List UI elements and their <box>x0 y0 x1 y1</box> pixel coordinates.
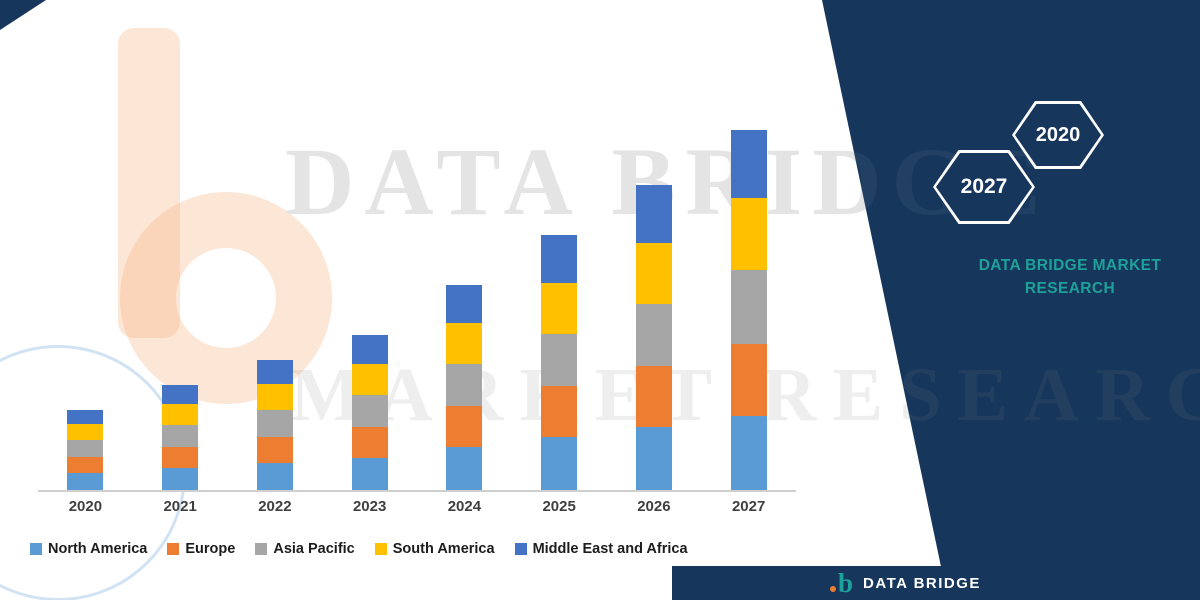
chart-legend: North America Europe Asia Pacific South Ame… <box>30 541 688 557</box>
dbmr-logo-icon: b <box>830 570 853 597</box>
legend-item-asia-pacific: Asia Pacific <box>255 541 355 557</box>
bar-segment-2023-north-america <box>351 458 388 490</box>
bar-segment-2024-europe <box>446 406 483 447</box>
bar-segment-2025-north-america <box>541 437 578 490</box>
bar-segment-2023-asia-pacific <box>351 395 388 427</box>
logo-orange-dot-icon <box>830 586 836 592</box>
x-axis-label-2024: 2024 <box>447 498 482 515</box>
bar-segment-2022-europe <box>256 437 293 463</box>
x-axis-label-2021: 2021 <box>163 498 197 515</box>
x-axis-labels: 2020 2021 2022 2023 2024 2025 2026 2027 <box>38 498 796 515</box>
bar-segment-2026-asia-pacific <box>635 304 672 366</box>
legend-swatch-icon <box>374 543 387 555</box>
legend-item-south-america: South America <box>374 541 495 557</box>
bar-segment-2024-middle-east-and-africa <box>446 285 483 323</box>
bar-segment-2027-south-america <box>730 198 767 270</box>
bar-segment-2021-asia-pacific <box>162 425 199 447</box>
x-axis-label-2022: 2022 <box>258 498 292 515</box>
bar-segment-2021-north-america <box>162 468 199 490</box>
hexagon-year-2027-label: 2027 <box>960 175 1008 198</box>
side-panel-title-line2: RESEARCH <box>1024 280 1116 298</box>
bar-segment-2025-middle-east-and-africa <box>541 235 578 283</box>
footer-logo-lockup: b DATA BRIDGE <box>830 570 981 597</box>
legend-swatch-icon <box>30 543 42 555</box>
bar-2020 <box>67 410 104 490</box>
x-axis-label-2020: 2020 <box>68 498 103 515</box>
hexagon-year-2020-label: 2020 <box>1035 123 1081 146</box>
x-axis-label-2025: 2025 <box>542 498 576 515</box>
legend-label: South America <box>392 541 495 557</box>
bar-segment-2022-middle-east-and-africa <box>256 360 293 384</box>
bar-segment-2022-asia-pacific <box>256 410 293 437</box>
bar-segment-2026-middle-east-and-africa <box>635 185 672 243</box>
bar-2027 <box>730 130 767 490</box>
x-axis-label-2023: 2023 <box>352 498 387 515</box>
bar-segment-2026-north-america <box>635 427 672 490</box>
bar-segment-2026-europe <box>635 366 672 427</box>
stacked-bar-chart <box>38 118 796 492</box>
bar-segment-2025-europe <box>541 386 578 437</box>
bar-segment-2020-europe <box>67 457 104 473</box>
legend-swatch-icon <box>255 543 268 555</box>
x-axis-label-2027: 2027 <box>731 498 766 515</box>
bar-segment-2025-south-america <box>541 283 578 334</box>
bar-segment-2024-north-america <box>446 447 483 490</box>
bar-segment-2020-north-america <box>67 473 104 490</box>
corner-triangle-decoration <box>0 0 46 30</box>
side-panel-title-line1: DATA BRIDGE MARKET <box>978 257 1162 274</box>
bar-segment-2027-middle-east-and-africa <box>730 130 767 198</box>
legend-item-europe: Europe <box>167 541 235 557</box>
legend-swatch-icon <box>514 543 527 555</box>
legend-item-north-america: North America <box>30 541 147 557</box>
bar-segment-2023-middle-east-and-africa <box>351 335 388 364</box>
side-panel-title: DATA BRIDGE MARKET RESEARCH <box>950 254 1190 301</box>
footer-brand-name: DATA BRIDGE <box>863 574 981 592</box>
bar-2025 <box>541 235 578 490</box>
bar-2026 <box>635 185 672 490</box>
bar-segment-2024-asia-pacific <box>446 364 483 406</box>
footer-brand-strip: b DATA BRIDGE <box>672 566 1200 600</box>
bar-segment-2021-south-america <box>162 404 199 425</box>
bar-2024 <box>446 285 483 490</box>
bar-segment-2021-middle-east-and-africa <box>162 385 199 404</box>
bar-segment-2024-south-america <box>446 323 483 364</box>
x-axis-label-2026: 2026 <box>637 498 671 515</box>
bar-segment-2023-south-america <box>351 364 388 395</box>
bar-segment-2022-north-america <box>256 463 293 490</box>
bar-segment-2021-europe <box>162 447 199 468</box>
bar-segment-2025-asia-pacific <box>541 334 578 386</box>
bar-2022 <box>256 360 293 490</box>
bar-segment-2027-north-america <box>730 416 767 490</box>
bar-2023 <box>351 335 388 490</box>
legend-label: Europe <box>185 541 236 557</box>
bar-segment-2020-south-america <box>67 424 104 440</box>
hexagon-year-2020: 2020 <box>1012 101 1104 169</box>
bar-segment-2020-middle-east-and-africa <box>67 410 104 424</box>
bar-2021 <box>162 385 199 490</box>
legend-swatch-icon <box>167 543 180 555</box>
bar-segment-2027-asia-pacific <box>730 270 767 344</box>
bar-segment-2027-europe <box>730 344 767 416</box>
legend-label: North America <box>48 541 148 557</box>
legend-label: Middle East and Africa <box>532 541 688 557</box>
bar-segment-2026-south-america <box>635 243 672 304</box>
legend-label: Asia Pacific <box>273 541 355 557</box>
legend-item-middle-east-and-africa: Middle East and Africa <box>514 541 688 557</box>
bar-segment-2022-south-america <box>256 384 293 410</box>
bar-segment-2020-asia-pacific <box>67 440 104 457</box>
bar-segment-2023-europe <box>351 427 388 458</box>
